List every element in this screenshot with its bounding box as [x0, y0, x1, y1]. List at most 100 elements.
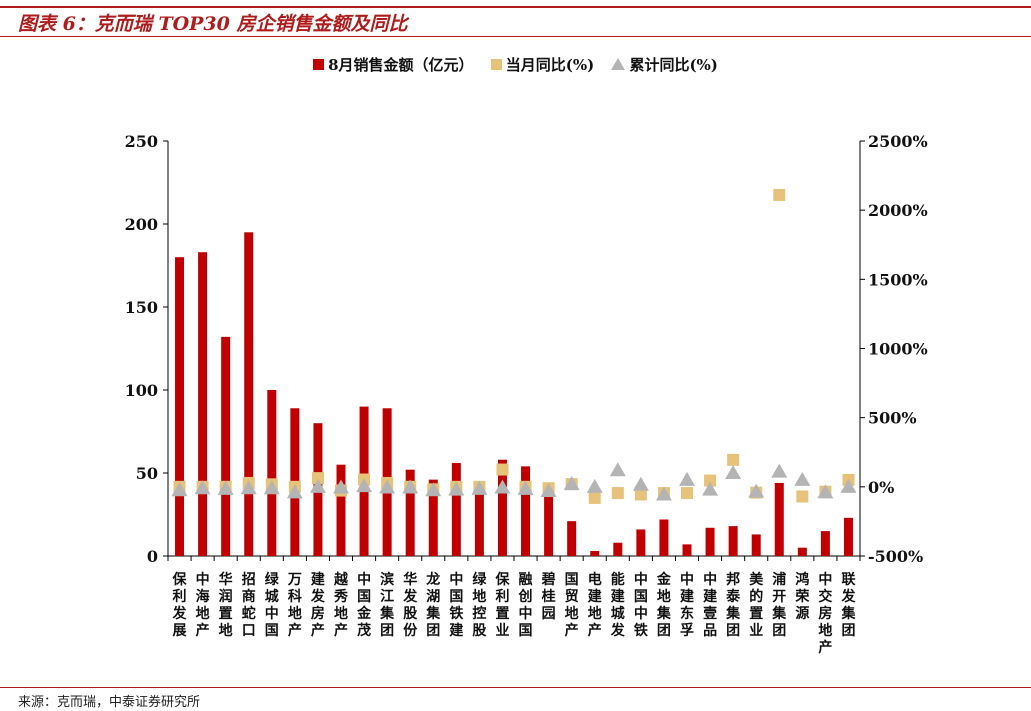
marker-cumulative-yoy	[379, 479, 396, 494]
bar	[636, 529, 646, 556]
legend-label-monthly: 当月同比(%)	[505, 56, 595, 74]
marker-cumulative-yoy	[609, 462, 626, 477]
y-left-tick-label: 150	[125, 298, 158, 317]
y-left-tick-label: 100	[125, 381, 158, 400]
marker-monthly-yoy	[634, 488, 647, 501]
bar	[797, 547, 807, 556]
marker-cumulative-yoy	[702, 481, 719, 496]
x-category-label: 中交房地产	[818, 571, 832, 656]
y-right-tick-label: 1000%	[868, 340, 928, 359]
x-category-label: 越秀地产	[333, 571, 349, 639]
x-category-label: 中建东孚	[680, 571, 694, 639]
marker-cumulative-yoy	[494, 479, 511, 494]
x-category-label: 鸿荣源	[794, 571, 810, 622]
x-category-label: 保利发展	[172, 571, 188, 639]
x-category-label: 万科地产	[287, 572, 302, 639]
marker-cumulative-yoy	[563, 476, 580, 491]
bar	[198, 252, 208, 556]
marker-cumulative-yoy	[286, 484, 303, 499]
legend-swatch-triangle	[611, 58, 626, 70]
bar	[521, 466, 531, 556]
marker-monthly-yoy	[611, 487, 624, 500]
x-category-label: 建发房产	[310, 571, 326, 639]
x-category-label: 保利置业	[494, 571, 510, 639]
x-category-label: 中建壹品	[703, 571, 717, 639]
marker-cumulative-yoy	[425, 482, 442, 497]
y-left-tick-label: 50	[136, 464, 158, 483]
bar	[820, 531, 830, 556]
x-category-label: 邦泰集团	[725, 571, 741, 639]
marker-cumulative-yoy	[171, 482, 188, 497]
x-category-label: 龙湖集团	[425, 571, 441, 639]
x-category-label: 绿城中国	[265, 571, 280, 639]
x-category-label: 融创中国	[518, 571, 533, 639]
x-category-label: 浦开集团	[771, 571, 787, 639]
x-category-label: 中国中铁	[634, 571, 648, 639]
bar	[497, 459, 507, 556]
marker-cumulative-yoy	[402, 479, 419, 494]
top-rule	[0, 6, 1031, 8]
marker-cumulative-yoy	[632, 476, 649, 491]
marker-cumulative-yoy	[748, 483, 765, 498]
bar	[428, 479, 438, 556]
x-category-label: 碧桂园	[541, 571, 556, 622]
x-category-label: 华润置地	[219, 571, 233, 639]
x-category-label: 滨江集团	[379, 571, 395, 639]
bar	[336, 464, 346, 556]
bar	[267, 390, 277, 556]
y-right-tick-label: 1500%	[868, 270, 928, 289]
marker-cumulative-yoy	[263, 480, 280, 495]
x-category-label: 电建地产	[588, 571, 602, 639]
bar	[244, 232, 254, 557]
x-category-label: 联发集团	[840, 572, 856, 639]
legend-label-cumulative: 累计同比(%)	[629, 56, 718, 74]
marker-cumulative-yoy	[655, 486, 672, 501]
bar	[405, 469, 415, 556]
marker-cumulative-yoy	[356, 478, 373, 493]
bar	[705, 527, 715, 556]
x-category-label: 能建城发	[610, 571, 626, 639]
x-category-label: 绿地控股	[472, 571, 487, 639]
legend-swatch-square	[490, 59, 502, 70]
bar	[544, 487, 554, 556]
source-note: 来源：克而瑞，中泰证券研究所	[18, 695, 201, 710]
x-category-label: 金地集团	[656, 571, 672, 639]
x-category-label: 美的置业	[749, 571, 764, 639]
legend-item-monthly: 当月同比(%)	[490, 54, 595, 75]
bar	[221, 336, 231, 556]
y-right-tick-label: 500%	[868, 409, 917, 428]
x-category-label: 招商蛇口	[242, 571, 256, 639]
marker-monthly-yoy	[311, 472, 324, 485]
marker-cumulative-yoy	[194, 480, 211, 495]
marker-cumulative-yoy	[840, 478, 857, 493]
bar	[590, 551, 600, 556]
bar	[175, 257, 185, 556]
marker-cumulative-yoy	[333, 479, 349, 494]
bar	[659, 519, 669, 556]
marker-cumulative-yoy	[448, 481, 465, 496]
bar	[843, 517, 853, 556]
legend-label-sales: 8月销售金额（亿元）	[328, 56, 474, 74]
bar	[774, 482, 784, 556]
legend-item-sales: 8月销售金额（亿元）	[313, 54, 474, 75]
y-right-tick-label: 2000%	[868, 201, 928, 220]
bar	[682, 544, 692, 556]
y-left-tick-label: 0	[147, 547, 158, 566]
legend-item-cumulative: 累计同比(%)	[611, 54, 718, 75]
marker-cumulative-yoy	[217, 480, 234, 495]
marker-monthly-yoy	[773, 188, 786, 201]
marker-monthly-yoy	[727, 453, 740, 466]
marker-cumulative-yoy	[586, 478, 603, 493]
x-category-label: 中国铁建	[449, 571, 463, 639]
marker-cumulative-yoy	[240, 480, 257, 495]
marker-cumulative-yoy	[725, 465, 742, 479]
marker-monthly-yoy	[704, 474, 717, 487]
title-rule	[0, 36, 1031, 37]
marker-cumulative-yoy	[771, 463, 788, 478]
y-left-tick-label: 200	[125, 215, 158, 234]
marker-monthly-yoy	[588, 491, 601, 504]
marker-cumulative-yoy	[309, 478, 326, 493]
marker-cumulative-yoy	[517, 480, 534, 495]
x-category-label: 华发股份	[402, 571, 418, 639]
